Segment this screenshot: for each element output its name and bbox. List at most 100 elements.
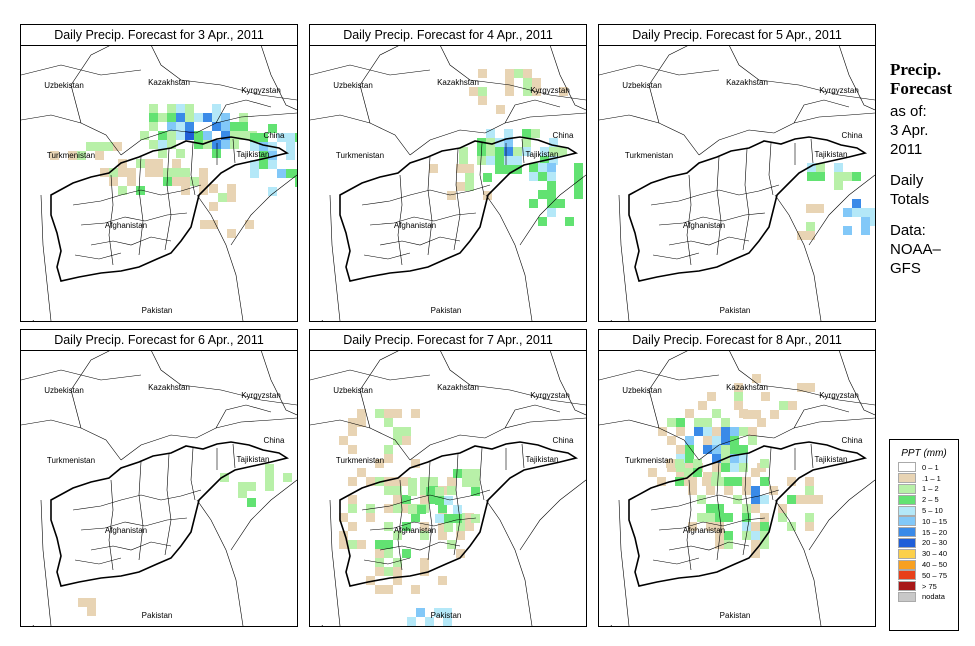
province-border <box>668 541 750 551</box>
label-uzbekistan: Uzbekistan <box>622 81 662 90</box>
precip-cell <box>283 473 292 482</box>
province-border <box>397 174 403 266</box>
province-border <box>80 212 188 226</box>
province-border <box>505 443 525 470</box>
precip-cell <box>149 104 158 113</box>
precip-cell <box>469 87 478 96</box>
label-uzbekistan: Uzbekistan <box>44 386 84 395</box>
precip-cell <box>238 489 247 498</box>
precip-cell <box>420 558 429 567</box>
precip-cell <box>221 131 230 140</box>
label-kyrgyzstan: Kyrgyzstan <box>530 86 570 95</box>
country-labels: Uzbekistan Kazakhstan Kyrgyzstan Turkmenist… <box>610 78 863 321</box>
precip-cell <box>852 199 861 208</box>
asof-label: as of: <box>890 103 927 120</box>
label-uzbekistan: Uzbekistan <box>622 386 662 395</box>
precip-cell <box>420 495 429 504</box>
precip-cell <box>742 513 751 522</box>
precip-cell <box>375 549 384 558</box>
precip-cell <box>239 131 248 140</box>
precip-cell <box>411 513 420 522</box>
label-turkmenistan: Turkmenistan <box>336 456 384 465</box>
precip-cell <box>465 513 474 522</box>
precip-cell <box>465 522 474 531</box>
precip-cell <box>496 105 505 114</box>
precip-cell <box>435 487 444 496</box>
precip-cell <box>703 418 712 427</box>
precip-cell <box>86 142 95 151</box>
boundaries <box>310 45 586 321</box>
precip-cell <box>549 147 558 156</box>
label-kazakhstan: Kazakhstan <box>148 383 190 392</box>
country-border <box>70 45 112 124</box>
precip-cell <box>194 131 203 140</box>
precip-cell <box>154 159 163 168</box>
label-china: China <box>264 436 285 445</box>
precip-cell <box>523 78 532 87</box>
province-border <box>505 138 525 165</box>
precip-cell <box>531 129 540 138</box>
precip-cell <box>417 505 426 514</box>
precip-cell <box>816 172 825 181</box>
province-border <box>361 489 491 511</box>
precip-cell <box>538 172 547 181</box>
precip-cell <box>149 140 158 149</box>
precip-cell <box>676 418 685 427</box>
precip-cell <box>685 436 694 445</box>
precip-cell <box>522 129 531 138</box>
sidebar-info: Precip. Forecast as of: 3 Apr. 2011 Dail… <box>890 60 970 278</box>
legend-entry: 10 – 15 <box>890 516 958 527</box>
precip-cell <box>199 168 208 177</box>
precip-cell <box>715 522 724 531</box>
precip-cell <box>667 436 676 445</box>
precip-cell <box>411 585 420 594</box>
precip-cell <box>456 522 465 531</box>
precip-cell <box>805 486 814 495</box>
label-iran: Iran <box>32 624 46 626</box>
precip-cell <box>712 436 721 445</box>
precip-cell <box>158 131 167 140</box>
label-kazakhstan: Kazakhstan <box>148 78 190 87</box>
country-border <box>838 45 875 111</box>
precip-cell <box>843 208 852 217</box>
province-border <box>363 557 411 565</box>
precip-cells <box>78 464 292 616</box>
precip-cell <box>348 445 357 454</box>
precip-cell <box>402 427 411 436</box>
country-labels: Uzbekistan Kazakhstan Kyrgyzstan Turkmenist… <box>32 78 285 321</box>
precip-cell <box>486 129 495 138</box>
country-border <box>150 45 297 101</box>
legend-entry: 30 – 40 <box>890 548 958 559</box>
afghanistan-outline <box>50 136 290 282</box>
label-tajikistan: Tajikistan <box>237 455 270 464</box>
precip-cell <box>167 122 176 131</box>
precip-cell <box>456 531 465 540</box>
precip-cell <box>657 477 666 486</box>
country-border <box>409 417 586 461</box>
precip-cell <box>176 113 185 122</box>
precip-cell <box>384 549 393 558</box>
label-tajikistan: Tajikistan <box>237 150 270 159</box>
label-kyrgyzstan: Kyrgyzstan <box>241 391 281 400</box>
precip-cell <box>471 469 480 478</box>
precip-cell <box>676 472 685 481</box>
label-kyrgyzstan: Kyrgyzstan <box>241 86 281 95</box>
province-border <box>138 156 144 256</box>
precip-cell <box>286 133 295 142</box>
precip-cell <box>478 69 487 78</box>
province-border <box>72 489 202 511</box>
precip-cell <box>348 418 357 427</box>
precip-cell <box>739 445 748 454</box>
legend-swatch <box>898 537 916 548</box>
precip-cell <box>185 104 194 113</box>
label-iran: Iran <box>321 624 335 626</box>
province-border <box>716 461 722 561</box>
precip-cell <box>50 151 59 160</box>
legend-entry: 15 – 20 <box>890 527 958 538</box>
precip-cell <box>547 163 556 172</box>
precip-cell <box>286 169 295 178</box>
label-turkmenistan: Turkmenistan <box>47 151 95 160</box>
afghanistan-outline <box>628 441 868 587</box>
precip-cell <box>230 131 239 140</box>
